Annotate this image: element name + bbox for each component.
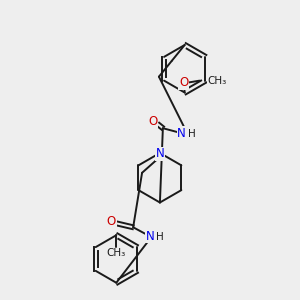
- Text: H: H: [156, 232, 164, 242]
- Text: N: N: [177, 127, 186, 140]
- Text: CH₃: CH₃: [107, 248, 126, 258]
- Text: O: O: [179, 76, 188, 89]
- Text: CH₃: CH₃: [208, 76, 227, 85]
- Text: H: H: [188, 129, 196, 139]
- Text: O: O: [107, 215, 116, 228]
- Text: O: O: [148, 115, 158, 128]
- Text: N: N: [155, 148, 164, 160]
- Text: N: N: [146, 230, 154, 243]
